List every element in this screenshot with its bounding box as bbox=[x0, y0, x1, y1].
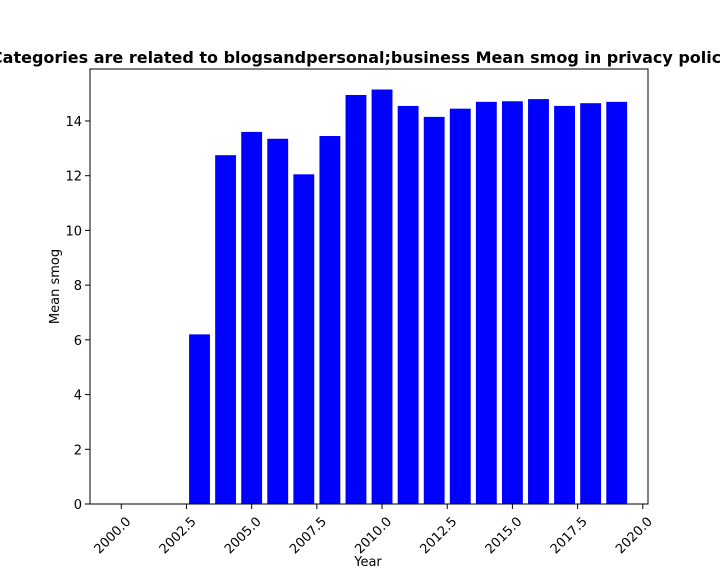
y-tick-label: 10 bbox=[65, 224, 82, 239]
chart-title: Categories are related to blogsandperson… bbox=[0, 48, 720, 67]
y-axis-label: Mean smog bbox=[48, 249, 63, 324]
y-tick-label: 6 bbox=[74, 334, 82, 349]
x-tick-label: 2007.5 bbox=[287, 514, 330, 557]
x-tick-label: 2000.0 bbox=[92, 514, 135, 557]
x-tick-label: 2017.5 bbox=[548, 514, 591, 557]
bar-2003 bbox=[189, 334, 210, 504]
y-tick-label: 12 bbox=[65, 170, 82, 185]
y-tick-label: 14 bbox=[65, 115, 82, 130]
x-axis: 2000.0 2002.5 2005.0 2007.5 2010.0 2012.5 2015… bbox=[92, 504, 656, 557]
plot-frame bbox=[89, 68, 649, 505]
bar-2004 bbox=[215, 155, 237, 504]
bar-2017 bbox=[554, 105, 575, 504]
bar-2008 bbox=[319, 136, 341, 504]
bars-group bbox=[189, 89, 628, 505]
x-axis-label: Year bbox=[353, 555, 382, 570]
bar-2019 bbox=[606, 101, 628, 504]
x-tick-label: 2005.0 bbox=[222, 514, 265, 557]
x-tick-label: 2010.0 bbox=[352, 514, 395, 557]
bar-2011 bbox=[397, 105, 419, 504]
y-tick-label: 0 bbox=[74, 498, 82, 513]
bar-2015 bbox=[501, 101, 523, 504]
x-tick-label: 2002.5 bbox=[157, 514, 200, 557]
bar-2018 bbox=[580, 103, 602, 504]
x-tick-label: 2020.0 bbox=[613, 514, 656, 557]
y-tick-label: 2 bbox=[74, 443, 82, 458]
y-tick-label: 8 bbox=[74, 279, 82, 294]
bar-2016 bbox=[528, 99, 549, 505]
bar-2014 bbox=[475, 101, 497, 504]
bar-2012 bbox=[423, 116, 445, 505]
bar-2009 bbox=[345, 94, 367, 504]
y-axis: 0 2 4 6 8 10 12 14 bbox=[65, 115, 90, 513]
bar-2006 bbox=[267, 138, 289, 504]
y-tick-label: 4 bbox=[74, 389, 82, 404]
x-tick-label: 2015.0 bbox=[483, 514, 526, 557]
bar-2013 bbox=[449, 108, 471, 505]
bar-2010 bbox=[371, 89, 393, 505]
x-tick-label: 2012.5 bbox=[417, 514, 460, 557]
bar-2007 bbox=[293, 174, 315, 504]
bar-2005 bbox=[241, 131, 263, 504]
